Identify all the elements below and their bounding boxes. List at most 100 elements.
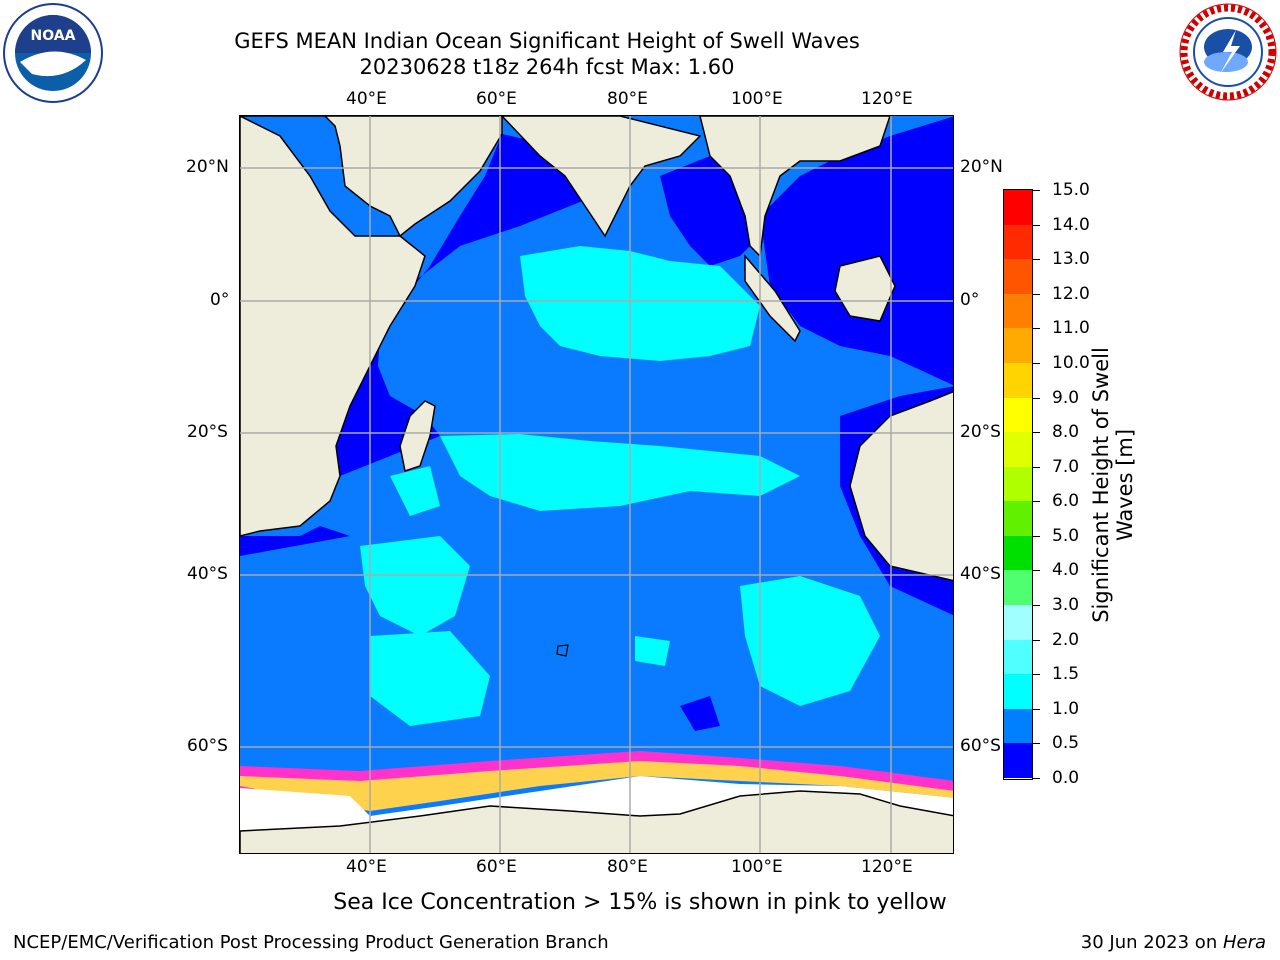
lon-label-bottom-40e: 40°E <box>346 857 387 877</box>
colorbar-tick-label: 12.0 <box>1052 283 1090 304</box>
land-sumatra <box>744 253 801 343</box>
noaa-logo: NOAA <box>2 2 104 104</box>
colorbar-tick <box>1033 362 1040 364</box>
footer-date-text: 30 Jun 2023 on <box>1080 932 1223 953</box>
title-line-1: GEFS MEAN Indian Ocean Significant Heigh… <box>234 29 860 53</box>
land-india <box>500 116 702 238</box>
land-madagascar <box>399 400 436 472</box>
colorbar-tick <box>1033 466 1040 468</box>
title-line-2: 20230628 t18z 264h fcst Max: 1.60 <box>359 55 735 79</box>
colorbar-tick-label: 5.0 <box>1052 525 1080 546</box>
colorbar-tick-label: 13.0 <box>1052 249 1090 270</box>
colorbar <box>1003 189 1033 780</box>
colorbar-segment <box>1004 432 1032 468</box>
colorbar-tick-label: 14.0 <box>1052 214 1090 235</box>
colorbar-tick <box>1033 639 1040 641</box>
colorbar-tick <box>1033 190 1040 191</box>
colorbar-tick-label: 0.0 <box>1052 768 1080 788</box>
colorbar-title-line-2: Waves [m] <box>1113 428 1137 542</box>
colorbar-segment <box>1004 570 1032 606</box>
colorbar-segment <box>1004 501 1032 537</box>
colorbar-tick <box>1033 535 1040 537</box>
colorbar-segment <box>1004 328 1032 364</box>
land-australia <box>849 390 953 582</box>
colorbar-segment <box>1004 293 1032 329</box>
colorbar-tick-label: 0.5 <box>1052 733 1080 754</box>
colorbar-tick <box>1033 708 1040 710</box>
colorbar-tick <box>1033 224 1040 226</box>
footer-date: 30 Jun 2023 on Hera <box>1081 932 1266 953</box>
land-borneo <box>834 255 896 322</box>
colorbar-segment <box>1004 708 1032 744</box>
gridlines <box>240 116 953 853</box>
colorbar-segment <box>1004 259 1032 295</box>
colorbar-segment <box>1004 224 1032 260</box>
colorbar-tick-label: 9.0 <box>1052 387 1080 408</box>
colorbar-tick-label: 6.0 <box>1052 491 1080 512</box>
footer-credit: NCEP/EMC/Verification Post Processing Pr… <box>13 932 609 953</box>
lon-label-top-120e: 120°E <box>861 89 913 109</box>
lat-label-right-60s: 60°S <box>960 736 1001 756</box>
lat-label-right-0: 0° <box>960 290 980 310</box>
colorbar-tick <box>1033 674 1040 676</box>
colorbar-tick-label: 4.0 <box>1052 560 1080 581</box>
colorbar-segment <box>1004 605 1032 641</box>
colorbar-tick-label: 1.0 <box>1052 698 1080 719</box>
nws-logo <box>1178 2 1278 102</box>
colorbar-segment <box>1004 397 1032 433</box>
lat-label-left-20n: 20°N <box>186 157 229 177</box>
colorbar-tick-label: 11.0 <box>1052 318 1090 339</box>
colorbar-tick-label: 8.0 <box>1052 422 1080 443</box>
colorbar-tick <box>1033 605 1040 607</box>
lon-label-bottom-80e: 80°E <box>607 857 648 877</box>
lat-label-left-60s: 60°S <box>187 736 228 756</box>
chart-title: GEFS MEAN Indian Ocean Significant Heigh… <box>0 28 1280 80</box>
colorbar-title-line-1: Significant Height of Swell <box>1089 347 1113 623</box>
colorbar-segment <box>1004 639 1032 675</box>
colorbar-segment <box>1004 190 1032 226</box>
lon-label-top-80e: 80°E <box>607 89 648 109</box>
land-africa-arabia <box>240 116 503 537</box>
map-svg <box>240 116 953 853</box>
lon-label-top-40e: 40°E <box>346 89 387 109</box>
lat-label-right-40s: 40°S <box>960 564 1001 584</box>
lat-label-left-40s: 40°S <box>187 564 228 584</box>
colorbar-tick <box>1033 501 1040 503</box>
colorbar-segment <box>1004 674 1032 710</box>
colorbar-tick-label: 7.0 <box>1052 456 1080 477</box>
land-southeast-asia <box>699 116 891 258</box>
colorbar-tick <box>1033 259 1040 261</box>
colorbar-tick-label: 1.5 <box>1052 664 1080 685</box>
high-swell-regions <box>360 246 880 726</box>
colorbar-tick <box>1033 397 1040 399</box>
colorbar-segment <box>1004 535 1032 571</box>
colorbar-segment <box>1004 362 1032 399</box>
colorbar-tick <box>1033 743 1040 745</box>
colorbar-tick-label: 3.0 <box>1052 595 1080 616</box>
land-antarctica <box>240 790 953 853</box>
colorbar-tick <box>1033 432 1040 434</box>
lon-label-top-100e: 100°E <box>731 89 783 109</box>
colorbar-tick <box>1033 328 1040 330</box>
sea-ice-mid <box>240 761 953 811</box>
lon-label-bottom-120e: 120°E <box>861 857 913 877</box>
sea-ice-caption: Sea Ice Concentration > 15% is shown in … <box>333 890 947 915</box>
lat-label-right-20s: 20°S <box>960 422 1001 442</box>
kerguelen-island <box>556 644 569 657</box>
colorbar-tick-label: 2.0 <box>1052 629 1080 650</box>
lon-label-bottom-60e: 60°E <box>476 857 517 877</box>
colorbar-tick <box>1033 778 1040 779</box>
colorbar-segment <box>1004 743 1032 779</box>
lat-label-left-0: 0° <box>210 290 230 310</box>
lat-label-right-20n: 20°N <box>960 157 1003 177</box>
footer-host: Hera <box>1222 932 1266 953</box>
sea-ice-edge <box>240 751 953 816</box>
colorbar-title: Significant Height of Swell Waves [m] <box>1089 347 1137 623</box>
lat-label-left-20s: 20°S <box>187 422 228 442</box>
lon-label-top-60e: 60°E <box>476 89 517 109</box>
colorbar-tick-label: 15.0 <box>1052 180 1090 200</box>
noaa-logo-text: NOAA <box>31 28 76 44</box>
colorbar-tick <box>1033 293 1040 295</box>
colorbar-tick <box>1033 570 1040 572</box>
map-panel <box>239 115 954 854</box>
